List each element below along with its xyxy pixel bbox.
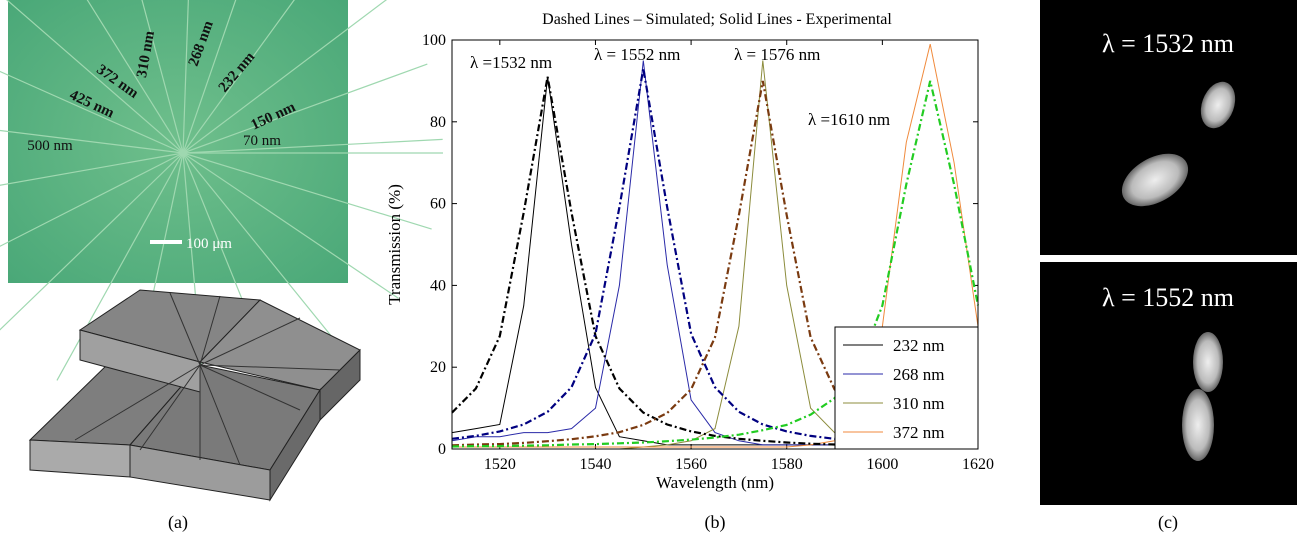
width-label: 70 nm (243, 133, 281, 149)
legend-box (834, 326, 979, 450)
panel-label: (b) (705, 512, 726, 533)
ray (182, 152, 399, 299)
ray (182, 138, 443, 154)
x-tick-label: 1620 (962, 456, 994, 473)
ray (182, 152, 348, 356)
ray (141, 0, 184, 154)
image-label: λ = 1552 nm (1102, 283, 1234, 312)
ray (0, 152, 184, 186)
width-label: 500 nm (27, 138, 73, 154)
3d-structure (28, 289, 361, 502)
y-tick-label: 40 (430, 277, 446, 294)
y-axis-label: Transmission (%) (385, 184, 404, 305)
annotation: λ = 1576 nm (734, 45, 820, 64)
ray (182, 0, 189, 154)
ray (182, 0, 388, 154)
mode-images: λ = 1532 nm λ = 1552 nm (1040, 0, 1297, 505)
ray (182, 152, 432, 230)
chart-title: Dashed Lines – Simulated; Solid Lines - … (542, 11, 892, 28)
legend-label: 268 nm (893, 365, 944, 384)
y-tick-label: 20 (430, 359, 446, 376)
panel-label: (c) (1158, 512, 1178, 533)
ray (0, 152, 184, 247)
y-tick-label: 100 (422, 32, 446, 49)
y-tick-label: 0 (438, 441, 446, 458)
y-tick-label: 60 (430, 196, 446, 213)
legend-label: 232 nm (893, 336, 944, 355)
x-tick-label: 1520 (484, 456, 516, 473)
microscope-image (0, 0, 443, 413)
panel-label: (a) (168, 512, 188, 533)
series-line (451, 80, 979, 447)
x-axis-label: Wavelength (nm) (656, 473, 774, 492)
ray (0, 152, 184, 331)
ray (182, 0, 237, 154)
annotation: λ =1532 nm (470, 53, 552, 72)
x-tick-label: 1560 (675, 456, 707, 473)
x-tick-label: 1580 (771, 456, 803, 473)
image-label: λ = 1532 nm (1102, 29, 1234, 58)
ray (0, 129, 184, 154)
annotation: λ =1610 nm (808, 110, 890, 129)
ray (86, 0, 184, 154)
ray (182, 0, 295, 154)
ray (182, 63, 428, 154)
series-line (452, 43, 979, 448)
ray (56, 152, 184, 381)
y-tick-label: 80 (430, 114, 446, 131)
scale-label: 100 μm (186, 236, 232, 252)
annotation: λ = 1552 nm (594, 45, 680, 64)
legend-label: 310 nm (893, 394, 944, 413)
legend-label: 372 nm (893, 423, 944, 442)
x-tick-label: 1600 (866, 456, 898, 473)
x-tick-label: 1540 (579, 456, 611, 473)
ray (6, 0, 184, 154)
ray (0, 70, 184, 154)
plot-frame (451, 39, 979, 450)
chart: Dashed Lines – Simulated; Solid Lines - … (385, 11, 994, 492)
